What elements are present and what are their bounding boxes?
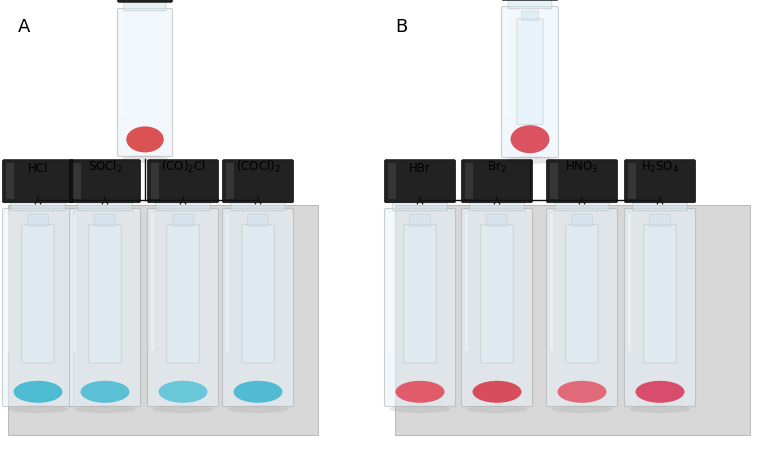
Text: SOCl$_2$: SOCl$_2$ [88,159,123,175]
Bar [465,163,473,199]
Ellipse shape [14,381,62,403]
Bar [395,205,750,435]
FancyBboxPatch shape [565,225,598,363]
Text: (COCl)$_2$: (COCl)$_2$ [235,159,280,175]
FancyBboxPatch shape [167,225,200,363]
FancyBboxPatch shape [522,11,539,20]
FancyBboxPatch shape [69,208,140,406]
Ellipse shape [629,405,690,413]
FancyBboxPatch shape [124,0,166,11]
FancyBboxPatch shape [385,160,456,202]
FancyBboxPatch shape [242,225,274,363]
FancyBboxPatch shape [148,160,219,202]
FancyBboxPatch shape [385,208,456,406]
Ellipse shape [636,381,684,403]
FancyBboxPatch shape [517,19,543,125]
Ellipse shape [506,156,554,164]
FancyBboxPatch shape [78,200,133,211]
FancyBboxPatch shape [2,208,73,406]
FancyBboxPatch shape [625,208,696,406]
FancyBboxPatch shape [546,208,617,406]
Bar [628,214,631,351]
Text: HCl: HCl [27,162,48,175]
FancyBboxPatch shape [11,200,66,211]
Ellipse shape [511,125,549,153]
Text: A: A [18,18,30,36]
Bar [226,214,229,351]
Bar [8,205,318,435]
Text: H$_2$SO$_4$: H$_2$SO$_4$ [641,160,679,175]
FancyBboxPatch shape [172,214,194,226]
FancyBboxPatch shape [148,208,219,406]
Bar [6,214,9,351]
Bar [226,163,234,199]
Ellipse shape [152,405,213,413]
FancyBboxPatch shape [632,200,687,211]
FancyBboxPatch shape [508,0,552,9]
Bar [465,214,468,351]
Bar [550,214,553,351]
FancyBboxPatch shape [69,160,140,202]
Ellipse shape [552,405,613,413]
FancyBboxPatch shape [469,200,524,211]
FancyBboxPatch shape [487,214,507,226]
FancyBboxPatch shape [404,225,437,363]
Text: HBr: HBr [409,162,431,175]
Ellipse shape [466,405,527,413]
FancyBboxPatch shape [501,6,559,158]
FancyBboxPatch shape [88,225,121,363]
FancyBboxPatch shape [248,214,268,226]
Text: HNO$_3$: HNO$_3$ [565,160,599,175]
Bar [121,14,124,116]
FancyBboxPatch shape [409,214,431,226]
FancyBboxPatch shape [117,0,172,2]
Bar [73,214,76,351]
Ellipse shape [227,405,289,413]
Bar [628,163,636,199]
Ellipse shape [122,155,168,163]
FancyBboxPatch shape [223,208,293,406]
Ellipse shape [558,381,607,403]
Bar [151,214,154,351]
FancyBboxPatch shape [155,200,210,211]
FancyBboxPatch shape [572,214,592,226]
FancyBboxPatch shape [649,214,671,226]
Ellipse shape [75,405,136,413]
Ellipse shape [395,381,444,403]
Text: Br$_2$: Br$_2$ [487,160,507,175]
Ellipse shape [233,381,283,403]
FancyBboxPatch shape [223,160,293,202]
FancyBboxPatch shape [21,225,54,363]
Ellipse shape [81,381,130,403]
Bar [6,163,14,199]
Bar [388,163,396,199]
FancyBboxPatch shape [392,200,447,211]
Ellipse shape [8,405,69,413]
Ellipse shape [158,381,207,403]
FancyBboxPatch shape [462,208,533,406]
FancyBboxPatch shape [231,200,285,211]
Text: (CO)$_2$Cl: (CO)$_2$Cl [161,159,206,175]
Bar [151,163,159,199]
Ellipse shape [389,405,450,413]
FancyBboxPatch shape [462,160,533,202]
Bar [388,214,391,351]
FancyBboxPatch shape [94,214,116,226]
FancyBboxPatch shape [625,160,696,202]
Bar [505,12,508,116]
FancyBboxPatch shape [27,214,49,226]
FancyBboxPatch shape [481,225,514,363]
Ellipse shape [472,381,521,403]
FancyBboxPatch shape [644,225,677,363]
Text: B: B [395,18,407,36]
Bar [550,163,558,199]
Bar [73,163,82,199]
FancyBboxPatch shape [555,200,610,211]
Ellipse shape [126,126,164,153]
FancyBboxPatch shape [117,9,172,157]
FancyBboxPatch shape [2,160,73,202]
FancyBboxPatch shape [546,160,617,202]
